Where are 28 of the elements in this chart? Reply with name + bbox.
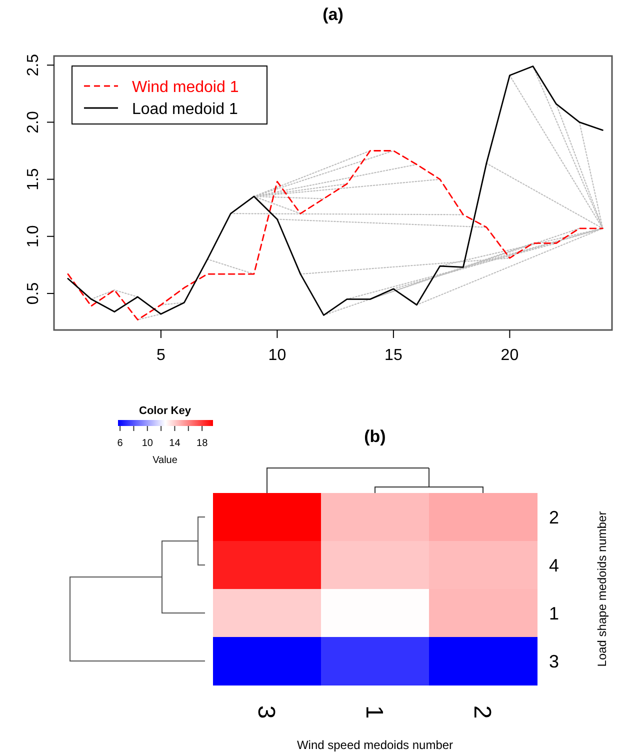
x-tick-label: 15 [384, 347, 402, 364]
y-tick-label: 0.5 [25, 282, 42, 305]
x-tick-label: 3 [252, 705, 280, 719]
x-tick-label: 2 [468, 705, 496, 719]
x-tick-label: 5 [156, 347, 166, 364]
color-bar-label: 14 [169, 438, 181, 449]
color-bar-label: 10 [142, 438, 154, 449]
y-tick-label: 1.0 [25, 225, 42, 248]
y-tick-label: 1.5 [25, 168, 42, 190]
legend-title: Color Key [139, 405, 192, 417]
y-tick-label: 3 [549, 651, 560, 672]
legend-label: Load medoid 1 [132, 101, 238, 118]
y-tick-label: 2 [549, 507, 560, 528]
x-tick-label: 1 [360, 705, 388, 719]
color-bar-label: 6 [117, 438, 124, 449]
y-tick-label: 1 [549, 603, 560, 624]
y-tick-label: 2.0 [25, 111, 42, 134]
legend-label: Wind medoid 1 [132, 79, 239, 96]
x-tick-label: 10 [268, 347, 286, 364]
color-bar-label: 18 [196, 438, 208, 449]
x-tick-label: 20 [500, 347, 519, 364]
chart-title: (a) [322, 5, 344, 24]
y-axis-title: Load shape medoids number [595, 511, 609, 667]
x-axis-title: Wind speed medoids number [296, 738, 454, 752]
y-tick-label: 4 [549, 555, 560, 576]
color-bar-title: Value [152, 455, 178, 466]
y-tick-label: 2.5 [25, 54, 42, 76]
chart-title: (b) [364, 427, 386, 446]
